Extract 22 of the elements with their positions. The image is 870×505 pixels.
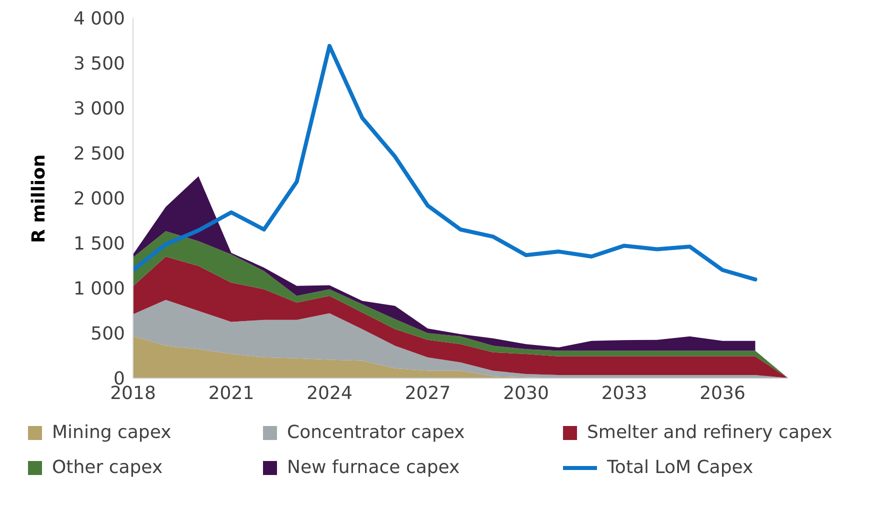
legend-label: Smelter and refinery capex <box>587 422 832 443</box>
legend-label: Total LoM Capex <box>607 457 754 478</box>
y-tick-label: 3 000 <box>73 98 125 120</box>
x-tick-label: 2030 <box>503 382 549 404</box>
y-tick-label: 3 500 <box>73 53 125 74</box>
y-tick-label: 1 500 <box>73 233 125 254</box>
x-tick-label: 2024 <box>306 382 352 404</box>
x-tick-label: 2027 <box>404 382 451 404</box>
legend-label: Concentrator capex <box>287 422 465 443</box>
y-tick-label: 1 000 <box>73 278 125 300</box>
legend-label: Mining capex <box>52 422 172 443</box>
y-tick-label: 4 000 <box>73 8 125 30</box>
x-tick-label: 2033 <box>601 382 648 404</box>
y-tick-label: 2 500 <box>73 143 125 164</box>
x-tick-label: 2021 <box>208 382 254 404</box>
legend-label: Other capex <box>52 457 163 478</box>
y-tick-label: 2 000 <box>73 188 125 210</box>
y-axis-title: R million <box>28 154 50 243</box>
x-tick-label: 2036 <box>700 382 746 404</box>
y-tick-label: 500 <box>90 323 125 344</box>
legend-label: New furnace capex <box>287 457 460 478</box>
line-series <box>133 44 758 282</box>
